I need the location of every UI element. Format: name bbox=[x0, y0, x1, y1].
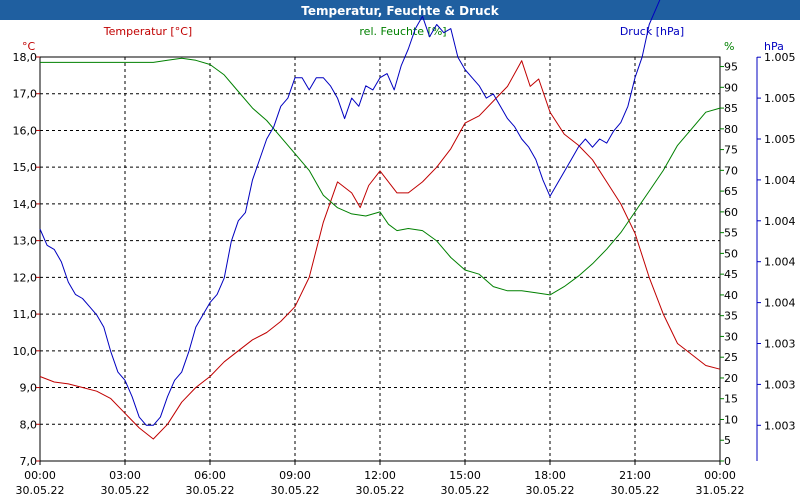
temperature-axis-unit: °C bbox=[22, 40, 36, 53]
x-tick-time-label: 06:00 bbox=[194, 469, 226, 482]
humidity-axis-unit: % bbox=[724, 40, 734, 53]
x-tick-date-label: 31.05.22 bbox=[696, 484, 745, 497]
temperature-tick-label: 8,0 bbox=[20, 418, 38, 431]
humidity-tick-label: 80 bbox=[724, 123, 738, 136]
temperature-axis-title: Temperatur [°C] bbox=[103, 25, 192, 38]
x-tick-time-label: 00:00 bbox=[24, 469, 56, 482]
x-tick-time-label: 03:00 bbox=[109, 469, 141, 482]
x-tick-time-label: 15:00 bbox=[449, 469, 481, 482]
humidity-tick-label: 30 bbox=[724, 330, 738, 343]
pressure-series-line bbox=[39, 0, 661, 426]
humidity-tick-label: 50 bbox=[724, 247, 738, 260]
humidity-tick-label: 85 bbox=[724, 102, 738, 115]
title-bar bbox=[0, 0, 800, 20]
x-tick-time-label: 09:00 bbox=[279, 469, 311, 482]
temperature-tick-label: 11,0 bbox=[13, 308, 38, 321]
x-tick-date-label: 30.05.22 bbox=[611, 484, 660, 497]
humidity-tick-label: 65 bbox=[724, 185, 738, 198]
x-tick-time-label: 18:00 bbox=[534, 469, 566, 482]
humidity-tick-label: 75 bbox=[724, 144, 738, 157]
humidity-tick-label: 90 bbox=[724, 81, 738, 94]
temperature-tick-label: 16,0 bbox=[13, 124, 38, 137]
pressure-axis-title: Druck [hPa] bbox=[620, 25, 684, 38]
x-tick-date-label: 30.05.22 bbox=[16, 484, 65, 497]
pressure-tick-label: 1.004 bbox=[764, 256, 796, 269]
pressure-tick-label: 1.004 bbox=[764, 297, 796, 310]
temperature-tick-label: 10,0 bbox=[13, 345, 38, 358]
temperature-tick-label: 14,0 bbox=[13, 198, 38, 211]
pressure-tick-label: 1.004 bbox=[764, 174, 796, 187]
humidity-series-line bbox=[40, 57, 721, 296]
temperature-tick-label: 13,0 bbox=[13, 235, 38, 248]
pressure-tick-label: 1.005 bbox=[764, 92, 796, 105]
humidity-tick-label: 15 bbox=[724, 393, 738, 406]
pressure-tick-label: 1.004 bbox=[764, 215, 796, 228]
x-tick-date-label: 30.05.22 bbox=[101, 484, 150, 497]
x-tick-date-label: 30.05.22 bbox=[356, 484, 405, 497]
x-tick-time-label: 21:00 bbox=[619, 469, 651, 482]
humidity-tick-label: 55 bbox=[724, 227, 738, 240]
humidity-tick-label: 25 bbox=[724, 351, 738, 364]
temperature-tick-label: 17,0 bbox=[13, 88, 38, 101]
pressure-tick-label: 1.005 bbox=[764, 51, 796, 64]
pressure-tick-label: 1.003 bbox=[764, 338, 796, 351]
x-tick-time-label: 00:00 bbox=[704, 469, 736, 482]
humidity-tick-label: 70 bbox=[724, 164, 738, 177]
chart-title: Temperatur, Feuchte & Druck bbox=[301, 4, 499, 18]
humidity-axis-title: rel. Feuchte [%] bbox=[359, 25, 446, 38]
pressure-tick-label: 1.005 bbox=[764, 133, 796, 146]
humidity-tick-label: 5 bbox=[724, 434, 731, 447]
x-tick-date-label: 30.05.22 bbox=[271, 484, 320, 497]
x-tick-date-label: 30.05.22 bbox=[186, 484, 235, 497]
humidity-tick-label: 40 bbox=[724, 289, 738, 302]
temperature-tick-label: 18,0 bbox=[13, 51, 38, 64]
humidity-tick-label: 35 bbox=[724, 310, 738, 323]
x-tick-date-label: 30.05.22 bbox=[441, 484, 490, 497]
humidity-tick-label: 20 bbox=[724, 372, 738, 385]
pressure-tick-label: 1.003 bbox=[764, 378, 796, 391]
temperature-tick-label: 9,0 bbox=[20, 382, 38, 395]
temperature-tick-label: 7,0 bbox=[20, 455, 38, 468]
temperature-tick-label: 15,0 bbox=[13, 161, 38, 174]
temperature-tick-label: 12,0 bbox=[13, 271, 38, 284]
temperature-series-line bbox=[39, 60, 721, 440]
humidity-tick-label: 60 bbox=[724, 206, 738, 219]
x-tick-date-label: 30.05.22 bbox=[526, 484, 575, 497]
pressure-axis-unit: hPa bbox=[764, 40, 784, 53]
pressure-tick-label: 1.003 bbox=[764, 419, 796, 432]
humidity-tick-label: 95 bbox=[724, 61, 738, 74]
x-tick-time-label: 12:00 bbox=[364, 469, 396, 482]
humidity-tick-label: 45 bbox=[724, 268, 738, 281]
humidity-tick-label: 0 bbox=[724, 455, 731, 468]
humidity-tick-label: 10 bbox=[724, 413, 738, 426]
